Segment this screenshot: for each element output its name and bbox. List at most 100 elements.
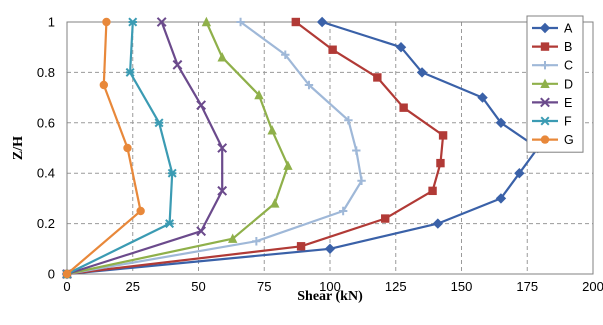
point-G-1 <box>136 206 145 216</box>
point-E-1 <box>196 226 207 237</box>
series-F <box>62 17 177 279</box>
point-C-5 <box>344 116 353 125</box>
point-C-4 <box>352 146 361 155</box>
point-E-3 <box>217 143 228 153</box>
x-tick-label-200: 200 <box>582 279 603 294</box>
legend-label-E: E <box>564 96 572 110</box>
point-B-6 <box>399 103 408 112</box>
point-G-4 <box>102 17 111 27</box>
point-A-2 <box>432 218 444 229</box>
point-G-0 <box>62 269 72 279</box>
point-F-2 <box>167 168 177 178</box>
y-tick-label-0.6: 0.6 <box>37 115 55 130</box>
point-B-7 <box>373 73 382 82</box>
point-A-6 <box>495 117 507 128</box>
y-tick-labels: 0 0.2 0.4 0.6 0.8 1 <box>37 15 55 282</box>
legend-label-C: C <box>564 59 573 73</box>
legend-label-F: F <box>564 115 572 129</box>
point-C-6 <box>304 80 314 90</box>
point-E-6 <box>156 17 167 27</box>
legend-label-B: B <box>564 40 572 54</box>
point-G-3 <box>99 80 109 90</box>
point-C-7 <box>281 50 290 59</box>
point-B-5 <box>438 131 448 140</box>
legend-label-D: D <box>564 77 573 91</box>
point-A-7 <box>477 92 488 103</box>
point-A-3 <box>495 193 507 204</box>
legend-label-A: A <box>564 22 573 36</box>
legend-marker-E <box>540 97 550 108</box>
point-F-5 <box>128 17 138 27</box>
y-tick-label-1: 1 <box>48 15 55 30</box>
point-F-4 <box>125 67 135 77</box>
series-line-D <box>66 21 289 276</box>
point-D-1 <box>227 233 238 243</box>
series-D <box>62 16 293 279</box>
legend-item-E: E <box>532 96 572 110</box>
legend-marker-G <box>540 135 550 144</box>
point-A-9 <box>395 42 407 53</box>
point-B-3 <box>428 186 437 196</box>
point-E-4 <box>196 100 207 111</box>
legend-marker-A <box>539 22 551 34</box>
x-tick-label-150: 150 <box>451 279 473 294</box>
x-tick-labels: 0 25 50 75 100 125 150 175 200 <box>63 279 603 294</box>
grid <box>67 22 593 274</box>
legend-item-B: B <box>532 40 572 54</box>
point-B-8 <box>328 45 337 54</box>
point-D-3 <box>283 160 293 170</box>
series-G <box>62 17 145 279</box>
point-C-2 <box>338 206 348 216</box>
point-C-3 <box>357 176 366 185</box>
point-B-9 <box>291 17 301 27</box>
y-axis-label: Z/H <box>11 136 26 160</box>
legend-marker-D <box>540 78 550 88</box>
plot-frame <box>66 21 594 275</box>
point-B-4 <box>436 158 445 168</box>
point-G-2 <box>123 143 132 153</box>
legend-item-A: A <box>532 22 573 36</box>
x-tick-label-25: 25 <box>126 279 140 294</box>
x-tick-label-50: 50 <box>191 279 205 294</box>
legend-item-D: D <box>532 77 573 91</box>
y-tick-label-0.2: 0.2 <box>37 216 55 231</box>
point-A-10 <box>316 16 328 28</box>
series-line-B <box>66 21 445 276</box>
point-D-7 <box>201 16 212 27</box>
x-tick-label-175: 175 <box>516 279 538 294</box>
x-tick-label-0: 0 <box>63 279 70 294</box>
legend-label-G: G <box>564 133 574 147</box>
y-tick-label-0.4: 0.4 <box>37 166 55 181</box>
series-A <box>61 16 543 280</box>
legend-item-C: C <box>532 59 573 73</box>
point-C-1 <box>252 237 261 246</box>
point-E-5 <box>172 59 183 70</box>
series-line-A <box>66 20 539 276</box>
point-A-8 <box>416 67 428 78</box>
point-A-1 <box>324 243 336 254</box>
series-line-F <box>66 21 174 275</box>
point-D-6 <box>217 52 227 62</box>
legend-marker-B <box>540 42 550 51</box>
series-B <box>62 17 448 279</box>
legend-marker-F <box>540 116 550 126</box>
y-tick-label-0: 0 <box>48 267 55 282</box>
point-B-2 <box>381 214 390 223</box>
legend-item-G: G <box>532 133 574 147</box>
point-A-4 <box>514 168 525 179</box>
y-tick-label-0.8: 0.8 <box>37 65 55 80</box>
point-F-3 <box>154 118 164 128</box>
point-D-2 <box>270 198 280 208</box>
point-C-8 <box>236 17 245 27</box>
x-tick-label-125: 125 <box>385 279 407 294</box>
point-E-2 <box>217 185 228 196</box>
x-axis-label: Shear (kN) <box>297 289 363 304</box>
legend-item-F: F <box>532 115 572 129</box>
series-E <box>62 17 228 279</box>
point-F-1 <box>165 219 175 229</box>
legend-marker-C <box>540 61 550 70</box>
point-D-4 <box>267 125 277 135</box>
x-tick-label-100: 100 <box>319 279 341 294</box>
